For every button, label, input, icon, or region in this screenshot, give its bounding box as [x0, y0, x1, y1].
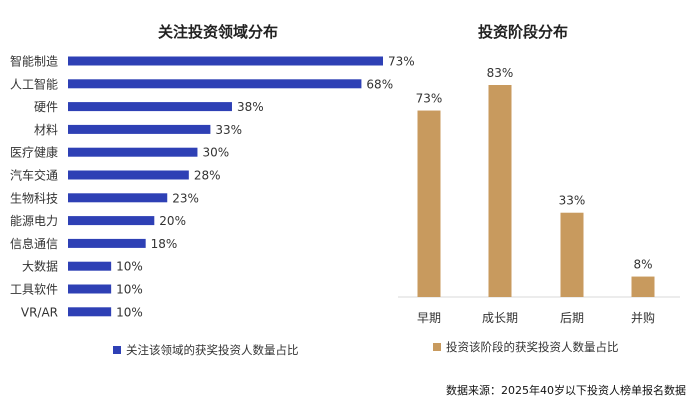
field-bar: [68, 193, 168, 203]
field-category-label: 汽车交通: [10, 168, 58, 183]
stage-chart-title: 投资阶段分布: [478, 23, 568, 41]
field-category-label: 生物科技: [10, 191, 58, 205]
field-value-label: 20%: [159, 214, 186, 228]
field-bar: [68, 307, 112, 317]
field-value-label: 73%: [388, 55, 415, 69]
field-category-label: 能源电力: [10, 214, 58, 228]
field-chart-title: 关注投资领域分布: [158, 23, 278, 41]
field-category-label: 人工智能: [10, 76, 58, 91]
field-value-label: 28%: [194, 169, 221, 183]
field-bar: [68, 216, 155, 226]
field-value-label: 68%: [366, 77, 393, 91]
field-category-label: 信息通信: [10, 236, 58, 251]
field-category-label: 工具软件: [10, 283, 58, 297]
stage-bar: [417, 110, 441, 297]
stage-value-label: 83%: [487, 66, 514, 80]
field-bar: [68, 147, 198, 157]
field-bar: [68, 79, 362, 89]
stage-value-label: 33%: [559, 194, 586, 208]
stage-bar: [488, 85, 512, 297]
field-category-label: 大数据: [22, 259, 58, 274]
data-source-note: 数据来源：2025年40岁以下投资人榜单报名数据: [446, 383, 686, 397]
field-bar: [68, 170, 189, 180]
field-bar: [68, 261, 112, 271]
stage-distribution-chart: 投资阶段分布 73% 早期 83% 成长期 33% 后期 8% 并购 投资该阶段的获奖投资人数…: [398, 23, 680, 354]
stage-value-label: 73%: [416, 92, 443, 106]
field-value-label: 18%: [151, 237, 178, 251]
field-value-label: 10%: [116, 305, 143, 319]
stage-category-label: 成长期: [482, 311, 518, 325]
field-value-label: 33%: [215, 123, 242, 137]
stage-bar: [631, 276, 655, 297]
stage-bar: [560, 212, 584, 297]
field-chart-legend: 关注该领域的获奖投资人数量占比: [113, 343, 299, 357]
field-value-label: 10%: [116, 260, 143, 274]
stage-chart-legend: 投资该阶段的获奖投资人数量占比: [433, 340, 619, 354]
field-category-label: 硬件: [34, 100, 58, 114]
stage-category-label: 后期: [560, 311, 584, 325]
stage-value-label: 8%: [633, 258, 652, 272]
field-value-label: 23%: [172, 191, 199, 205]
field-distribution-chart: 关注投资领域分布 智能制造 73% 人工智能 68% 硬件 38% 材料 33% 医疗健康 30%…: [10, 23, 415, 357]
field-category-label: 材料: [34, 123, 58, 137]
stage-legend-swatch: [433, 343, 441, 351]
stage-category-label: 早期: [417, 311, 441, 325]
field-bar: [68, 102, 232, 112]
field-bar: [68, 124, 211, 134]
field-category-label: 智能制造: [10, 54, 58, 69]
field-bar: [68, 56, 383, 66]
field-value-label: 10%: [116, 283, 143, 297]
stage-category-label: 并购: [631, 310, 655, 325]
field-value-label: 30%: [202, 146, 229, 160]
stage-legend-label: 投资该阶段的获奖投资人数量占比: [446, 340, 619, 354]
field-legend-label: 关注该领域的获奖投资人数量占比: [126, 343, 299, 357]
field-legend-swatch: [113, 346, 121, 354]
field-bar: [68, 284, 112, 294]
field-category-label: 医疗健康: [10, 145, 58, 160]
field-value-label: 38%: [237, 100, 264, 114]
field-bar: [68, 238, 146, 248]
field-category-label: VR/AR: [21, 305, 58, 319]
